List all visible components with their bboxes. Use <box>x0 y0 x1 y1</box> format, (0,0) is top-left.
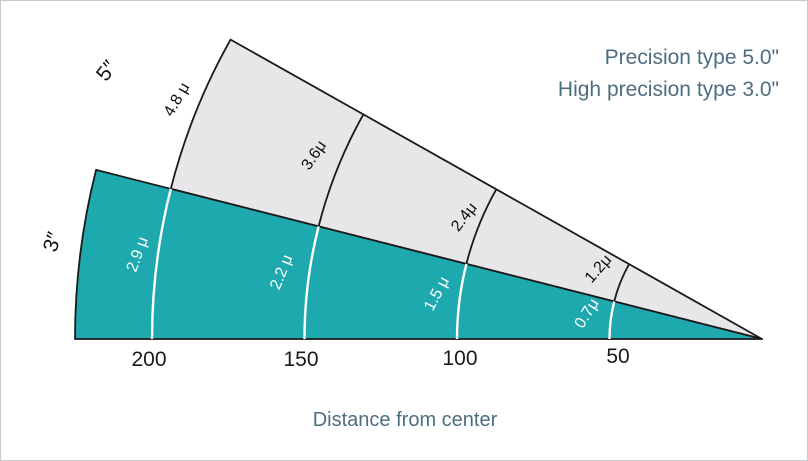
tick-label-150: 150 <box>283 348 318 371</box>
precision-deviation-label-200: 4.8 μ <box>161 80 194 120</box>
high-precision-fan-shape <box>74 169 763 340</box>
high-precision-divider-arc-200 <box>150 188 172 340</box>
high-precision-divider-arc-100 <box>455 263 468 340</box>
high-precision-divider-arc-50 <box>608 301 616 340</box>
axis-title: Distance from center <box>313 409 498 431</box>
legend-high-precision-type: High precision type 3.0" <box>558 78 779 101</box>
legend-precision-type: Precision type 5.0" <box>605 46 779 69</box>
tick-label-100: 100 <box>442 347 477 370</box>
precision-divider-arc-100 <box>465 188 498 265</box>
tick-label-200: 200 <box>131 348 166 371</box>
precision-divider-arc-150 <box>317 113 365 227</box>
precision-angle-label: 5″ <box>92 56 122 86</box>
high-precision-angle-label: 3″ <box>39 229 67 255</box>
high-precision-divider-arc-150 <box>303 226 320 340</box>
tick-label-50: 50 <box>606 345 629 368</box>
